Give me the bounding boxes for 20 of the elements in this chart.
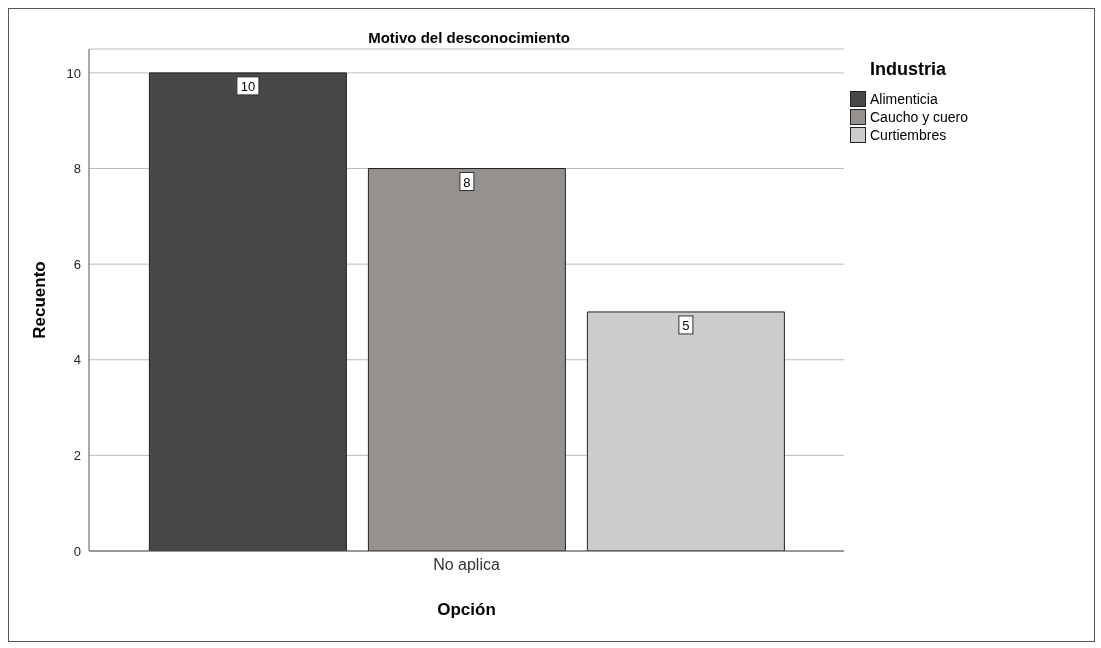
y-tick-label: 10	[66, 65, 81, 81]
bar	[586, 311, 785, 551]
bar	[148, 72, 347, 551]
y-tick-label: 2	[73, 448, 81, 463]
y-tick-label: 4	[73, 352, 81, 368]
y-tick-label: 8	[73, 161, 81, 177]
y-tick-label: 6	[73, 256, 81, 272]
y-axis-title: Recuento	[30, 261, 50, 339]
legend-label: Alimenticia	[870, 91, 938, 107]
x-tick-label: No aplica	[433, 556, 500, 574]
chart-title: Motivo del desconocimiento	[367, 29, 571, 46]
data-label: 8	[463, 174, 471, 190]
data-label: 5	[682, 317, 690, 333]
legend-label: Curtiembres	[870, 127, 947, 143]
bar	[367, 168, 566, 551]
legend-title: Industria	[870, 59, 947, 80]
y-tick-label: 0	[73, 543, 81, 559]
data-label: 10	[240, 78, 256, 94]
legend-label: Caucho y cuero	[870, 109, 969, 125]
x-axis-title: Opción	[437, 600, 496, 619]
